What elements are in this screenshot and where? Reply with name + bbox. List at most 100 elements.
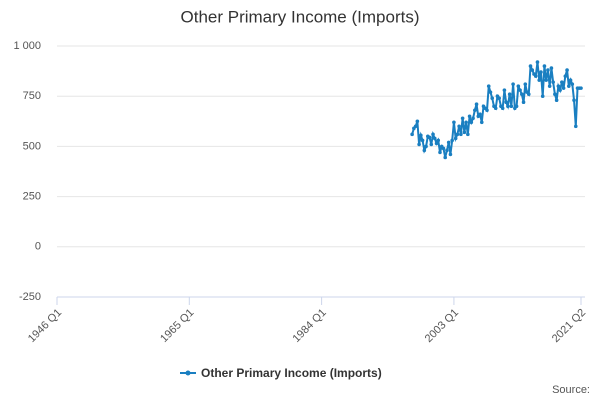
point — [479, 120, 484, 125]
point — [434, 141, 439, 146]
point — [521, 100, 526, 105]
x-tick-label: 1984 Q1 — [290, 307, 328, 345]
point — [568, 78, 573, 82]
point — [526, 92, 531, 96]
point — [429, 142, 434, 147]
chart-title: Other Primary Income (Imports) — [181, 7, 420, 26]
point — [453, 136, 458, 141]
point — [514, 104, 519, 109]
point — [410, 132, 414, 137]
point — [497, 96, 501, 101]
point — [445, 148, 449, 153]
point — [417, 142, 421, 147]
point — [542, 64, 547, 68]
point — [561, 86, 566, 90]
point — [455, 132, 460, 137]
point — [431, 132, 435, 137]
point — [419, 133, 423, 138]
point — [432, 136, 437, 141]
point — [473, 108, 477, 113]
point — [560, 80, 564, 84]
point — [415, 119, 420, 124]
point — [558, 88, 562, 92]
point — [556, 84, 561, 88]
point — [457, 124, 461, 129]
point — [504, 100, 508, 105]
point — [485, 108, 489, 113]
point — [478, 112, 482, 117]
point — [448, 152, 453, 157]
point — [488, 90, 493, 94]
point — [413, 124, 418, 129]
point — [438, 150, 442, 155]
point — [509, 104, 514, 109]
point — [466, 132, 470, 137]
point — [471, 116, 475, 121]
point — [554, 98, 559, 103]
point — [422, 148, 427, 153]
point — [523, 82, 528, 86]
point — [486, 84, 491, 88]
point — [443, 155, 448, 160]
point — [565, 68, 569, 72]
point — [490, 96, 495, 101]
x-tick-label: 1965 Q1 — [158, 307, 196, 345]
point — [567, 84, 571, 88]
y-tick-label: -250 — [19, 291, 41, 303]
point — [420, 138, 425, 143]
point — [551, 80, 555, 84]
point — [511, 82, 515, 86]
point — [540, 94, 545, 98]
y-tick-label: 750 — [23, 90, 41, 102]
point — [530, 68, 535, 72]
x-tick-label: 2003 Q1 — [423, 307, 461, 345]
point — [507, 92, 512, 96]
point — [469, 120, 474, 125]
point — [427, 135, 432, 140]
point — [544, 78, 548, 82]
point — [436, 138, 441, 143]
point — [539, 70, 543, 74]
x-tick-label: 2021 Q2 — [550, 307, 588, 345]
point — [441, 146, 446, 151]
point — [549, 66, 554, 70]
point — [547, 84, 552, 88]
point — [500, 106, 505, 111]
point — [464, 120, 468, 125]
point — [528, 64, 533, 68]
point — [520, 92, 524, 96]
point — [518, 88, 522, 92]
point — [553, 92, 557, 96]
point — [452, 120, 456, 125]
point — [474, 102, 479, 107]
point — [570, 82, 575, 86]
legend-label: Other Primary Income (Imports) — [201, 366, 382, 380]
point — [516, 84, 521, 88]
x-tick-label: 1946 Q1 — [26, 307, 64, 345]
y-tick-label: 250 — [23, 191, 41, 203]
point — [450, 138, 454, 143]
point — [462, 130, 467, 135]
y-tick-label: 1 000 — [13, 40, 41, 52]
point — [424, 144, 428, 149]
point — [460, 116, 465, 121]
point — [537, 78, 542, 82]
y-tick-label: 500 — [23, 140, 41, 152]
point — [546, 68, 550, 72]
legend-marker — [185, 370, 191, 376]
point — [446, 140, 451, 145]
y-tick-label: 0 — [35, 241, 41, 253]
point — [533, 74, 538, 78]
point — [502, 88, 507, 92]
source: Source: — [552, 384, 590, 396]
point — [573, 124, 578, 129]
point — [506, 104, 510, 109]
point — [535, 60, 540, 64]
point — [459, 132, 463, 137]
point — [493, 106, 498, 111]
point — [579, 86, 583, 90]
point — [572, 98, 576, 103]
point — [563, 74, 568, 78]
point — [467, 114, 472, 119]
